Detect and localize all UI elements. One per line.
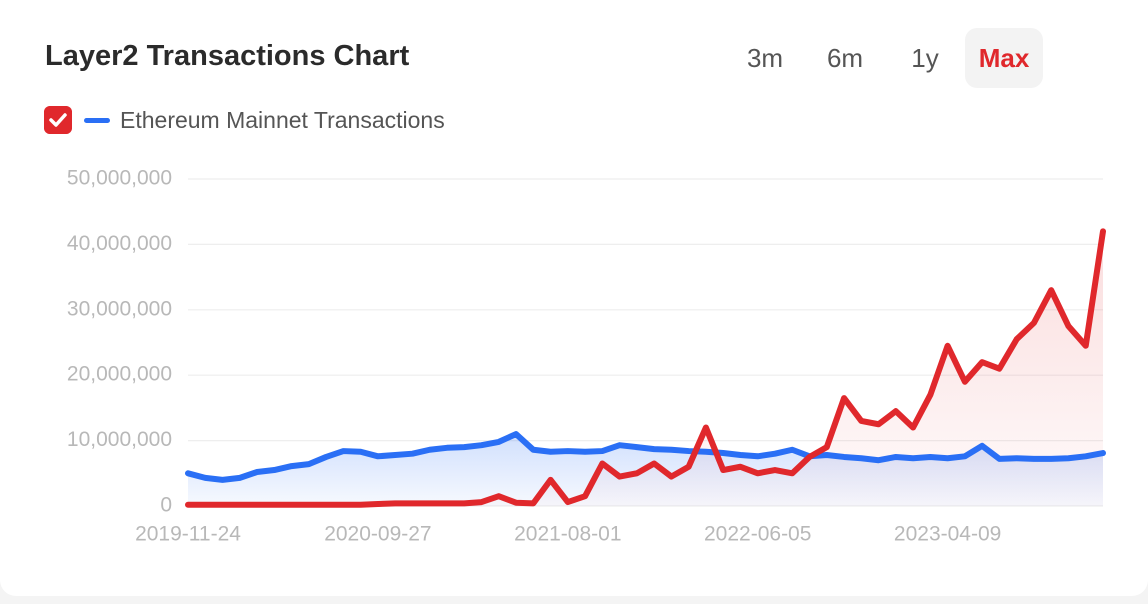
y-tick-label: 30,000,000	[67, 297, 172, 320]
y-tick-label: 10,000,000	[67, 428, 172, 451]
series-line	[185, 228, 1106, 508]
legend-checkbox[interactable]	[44, 106, 72, 134]
series-line	[185, 431, 1106, 483]
legend-swatch	[84, 117, 110, 123]
range-button[interactable]: 3m	[746, 43, 784, 73]
x-tick-label: 2021-08-01	[514, 523, 621, 546]
x-tick-label: 2023-04-09	[894, 523, 1001, 546]
legend-label[interactable]: Ethereum Mainnet Transactions	[120, 106, 445, 133]
y-tick-label: 40,000,000	[67, 232, 172, 255]
area	[188, 231, 1103, 506]
y-tick-label: 20,000,000	[67, 363, 172, 386]
chart-title: Layer2 Transactions Chart	[45, 40, 410, 72]
x-tick-label: 2019-11-24	[135, 523, 241, 546]
y-tick-label: 0	[160, 494, 172, 517]
range-button[interactable]: 1y	[911, 43, 939, 73]
legend: Ethereum Mainnet Transactions	[44, 104, 445, 136]
range-button[interactable]: 6m	[826, 43, 864, 73]
y-tick-label: 50,000,000	[67, 167, 172, 190]
x-tick-label: 2020-09-27	[324, 523, 431, 546]
range-button[interactable]: Max	[965, 28, 1043, 88]
x-tick-label: 2022-06-05	[704, 523, 811, 546]
